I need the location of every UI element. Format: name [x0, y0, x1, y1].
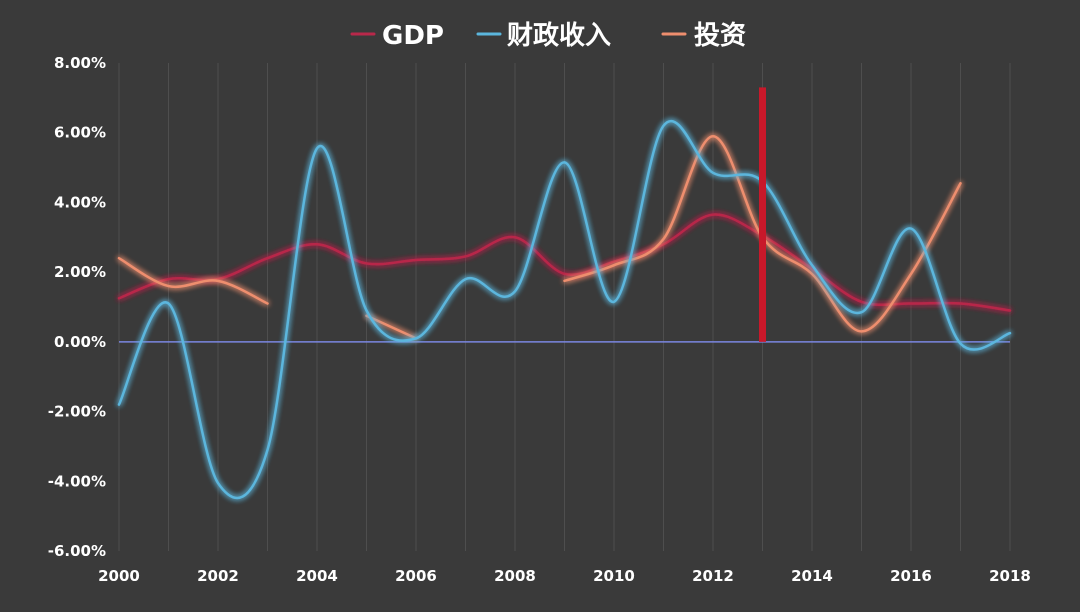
- series-line-0-seg-0: [117, 213, 1012, 312]
- y-tick-label: 6.00%: [54, 124, 106, 142]
- legend-label-0: GDP: [382, 21, 444, 51]
- y-tick-label: -6.00%: [48, 542, 106, 560]
- x-tick-label: 2012: [692, 567, 734, 585]
- x-axis-ticks: 2000 2002 2004 2006 2008 2010 2012 2014 2016 2018: [98, 567, 1031, 585]
- series-line-2-seg-1: [365, 314, 418, 340]
- y-tick-label: -2.00%: [48, 403, 106, 421]
- y-tick-label: -4.00%: [48, 472, 106, 490]
- series-line-1-seg-0: [117, 120, 1012, 500]
- y-tick-label: 0.00%: [54, 333, 106, 351]
- x-tick-label: 2002: [197, 567, 239, 585]
- x-tick-label: 2000: [98, 567, 140, 585]
- legend: GDP 财政收入 投资: [350, 20, 746, 51]
- y-tick-label: 4.00%: [54, 193, 106, 211]
- x-tick-label: 2010: [593, 567, 635, 585]
- x-tick-label: 2008: [494, 567, 536, 585]
- y-tick-label: 2.00%: [54, 263, 106, 281]
- x-tick-label: 2004: [296, 567, 338, 585]
- legend-label-2: 投资: [694, 21, 746, 51]
- vertical-marker: [759, 87, 766, 342]
- legend-label-1: 财政收入: [507, 20, 611, 51]
- x-tick-label: 2014: [791, 567, 833, 585]
- grid-layer: [118, 63, 1011, 551]
- series-line-2-seg-0: [117, 256, 269, 305]
- marker-layer: [759, 87, 766, 342]
- y-tick-label: 8.00%: [54, 54, 106, 72]
- y-axis-ticks: 8.00% 6.00% 4.00% 2.00% 0.00% -2.00% -4.00% -6.…: [48, 54, 106, 560]
- x-tick-label: 2018: [989, 567, 1031, 585]
- series-layer: [117, 120, 1012, 500]
- x-tick-label: 2016: [890, 567, 932, 585]
- x-tick-label: 2006: [395, 567, 437, 585]
